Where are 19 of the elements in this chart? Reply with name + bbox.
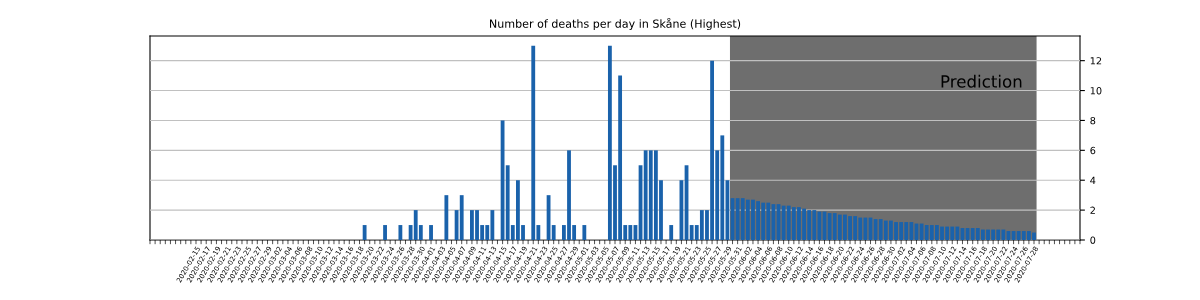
band-label: Prediction bbox=[941, 74, 1022, 88]
bar bbox=[383, 225, 387, 240]
bar bbox=[582, 225, 587, 240]
chart-title: Number of deaths per day in Skåne (Highest) bbox=[490, 17, 741, 30]
bar bbox=[551, 225, 556, 240]
bar bbox=[444, 195, 449, 240]
y-tick-label: 0 bbox=[1090, 236, 1096, 244]
bar bbox=[362, 225, 367, 240]
y-tick-label: 8 bbox=[1090, 116, 1096, 125]
y-tick-label: 6 bbox=[1090, 146, 1096, 155]
bar bbox=[459, 195, 464, 240]
y-tick-label: 10 bbox=[1090, 87, 1102, 95]
bar bbox=[398, 225, 403, 240]
bar bbox=[531, 45, 536, 240]
y-tick-label: 2 bbox=[1090, 206, 1095, 214]
y-tick-label: 4 bbox=[1090, 176, 1096, 184]
bar bbox=[429, 225, 433, 240]
y-tick-label: 12 bbox=[1090, 57, 1102, 65]
bar bbox=[669, 225, 674, 240]
